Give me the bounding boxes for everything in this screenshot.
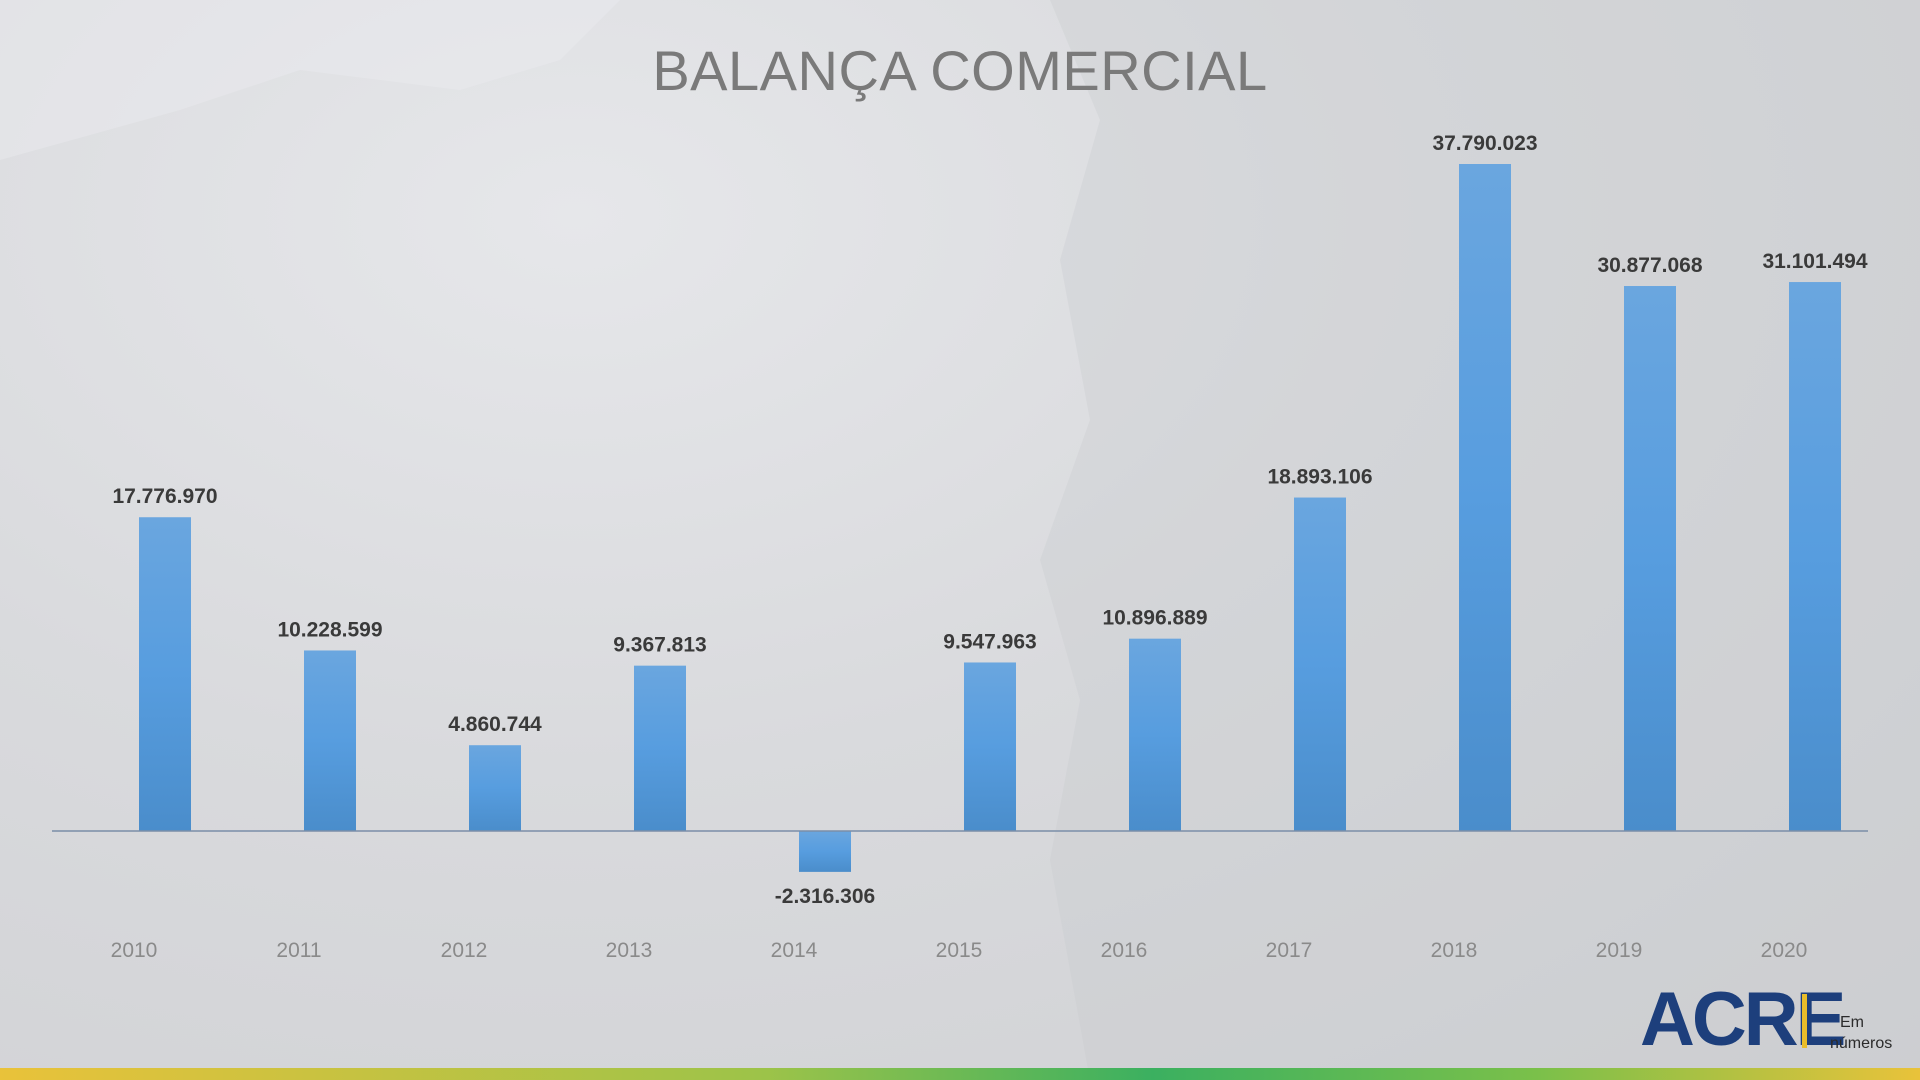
data-label-2013: 9.367.813 bbox=[613, 634, 706, 657]
data-label-2012: 4.860.744 bbox=[448, 713, 542, 736]
bar-2016 bbox=[1129, 638, 1181, 831]
logo-wordmark: ACRE bbox=[1640, 977, 1846, 1062]
x-tick-label-2011: 2011 bbox=[276, 939, 321, 962]
bar-2012 bbox=[469, 745, 521, 831]
data-label-2016: 10.896.889 bbox=[1102, 607, 1207, 630]
data-label-2019: 30.877.068 bbox=[1597, 254, 1702, 277]
logo-subtitle-line-2: números bbox=[1830, 1035, 1893, 1052]
data-label-2017: 18.893.106 bbox=[1267, 466, 1372, 489]
data-label-2020: 31.101.494 bbox=[1762, 250, 1867, 273]
data-label-2018: 37.790.023 bbox=[1432, 132, 1537, 155]
data-label-2010: 17.776.970 bbox=[112, 485, 217, 508]
data-label-2014: -2.316.306 bbox=[775, 885, 875, 908]
chart-title: BALANÇA COMERCIAL bbox=[652, 39, 1268, 102]
logo-subtitle-line-1: Em bbox=[1840, 1014, 1864, 1031]
bar-2014 bbox=[799, 831, 851, 872]
bar-2015 bbox=[964, 662, 1016, 831]
data-label-2011: 10.228.599 bbox=[277, 618, 382, 641]
x-tick-label-2015: 2015 bbox=[936, 939, 983, 962]
bar-2010 bbox=[139, 517, 191, 831]
bar-2019 bbox=[1624, 286, 1676, 831]
bar-2018 bbox=[1459, 164, 1511, 831]
bar-2020 bbox=[1789, 282, 1841, 832]
x-tick-label-2017: 2017 bbox=[1266, 939, 1313, 962]
acre-em-numeros-logo: ACRE Em números bbox=[1640, 982, 1910, 1060]
x-tick-label-2020: 2020 bbox=[1761, 939, 1808, 962]
data-label-2015: 9.547.963 bbox=[943, 630, 1036, 653]
bar-2011 bbox=[304, 650, 356, 831]
x-tick-label-2019: 2019 bbox=[1596, 939, 1643, 962]
x-tick-label-2013: 2013 bbox=[606, 939, 653, 962]
x-tick-label-2016: 2016 bbox=[1101, 939, 1148, 962]
bottom-color-bar bbox=[0, 1068, 1920, 1080]
x-tick-label-2010: 2010 bbox=[111, 939, 158, 962]
x-tick-label-2018: 2018 bbox=[1431, 939, 1478, 962]
bar-2017 bbox=[1294, 497, 1346, 831]
bar-2013 bbox=[634, 665, 686, 831]
x-tick-label-2014: 2014 bbox=[771, 939, 818, 962]
logo-divider bbox=[1802, 994, 1807, 1048]
x-tick-label-2012: 2012 bbox=[441, 939, 488, 962]
